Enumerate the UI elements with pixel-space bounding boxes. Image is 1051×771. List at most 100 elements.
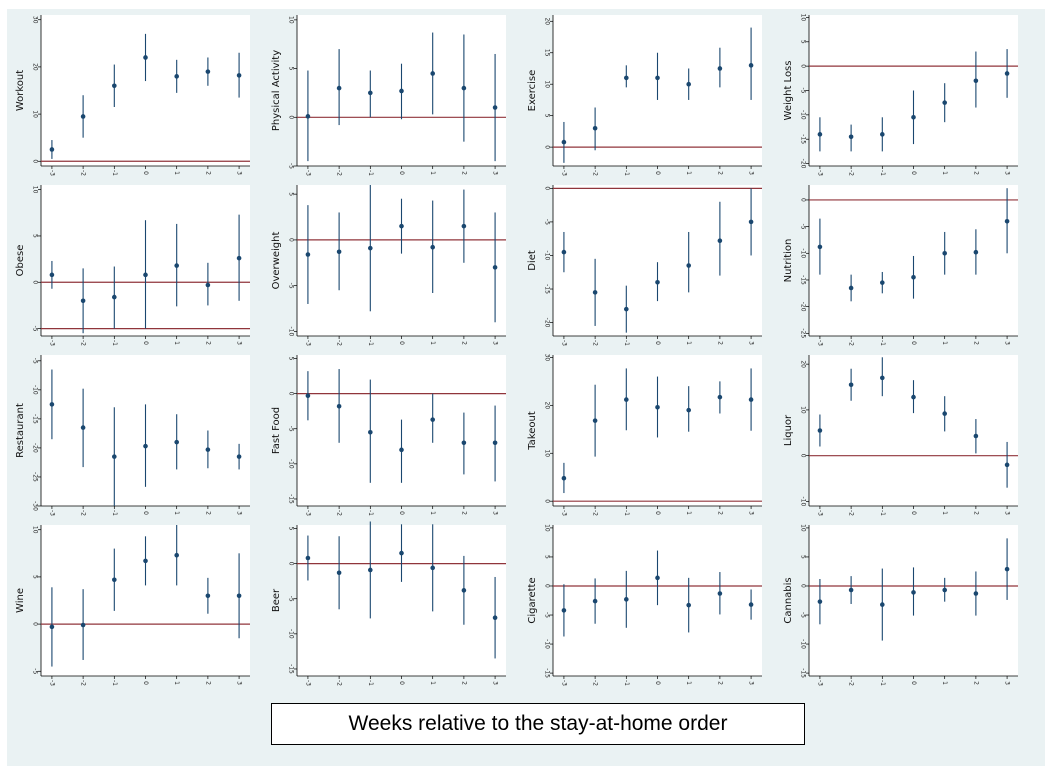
plot-area xyxy=(553,185,762,336)
x-tick-label: 0 xyxy=(910,511,917,515)
panel-overweight: -10 -5 0 5 -3 -2 -1 0 1 2 3 Overweight xyxy=(263,179,515,347)
y-tick-label: -5 xyxy=(800,224,807,230)
x-tick-label: -3 xyxy=(560,680,567,686)
x-tick-label: 1 xyxy=(429,681,436,685)
y-axis-title: Exercise xyxy=(527,70,538,112)
point-estimate xyxy=(143,272,148,278)
x-tick-label: -1 xyxy=(367,680,374,686)
point-estimate xyxy=(461,223,467,229)
point-estimate xyxy=(592,125,598,131)
point-estimate xyxy=(399,447,404,453)
point-estimate xyxy=(817,132,823,137)
y-tick-label: 5 xyxy=(288,527,295,531)
point-estimate xyxy=(942,411,947,416)
y-tick-label: 30 xyxy=(544,354,551,362)
x-tick-label: 0 xyxy=(398,681,405,685)
y-tick-label: -10 xyxy=(800,497,807,507)
y-tick-label: 5 xyxy=(32,234,39,238)
y-tick-label: 0 xyxy=(32,159,39,163)
y-axis-title: Overweight xyxy=(271,232,282,290)
point-estimate xyxy=(817,428,823,433)
point-estimate xyxy=(624,397,629,402)
point-estimate xyxy=(236,255,242,261)
point-estimate xyxy=(336,249,342,255)
y-axis-title: Physical Activity xyxy=(271,50,282,131)
point-estimate xyxy=(143,55,148,60)
x-tick-label: -2 xyxy=(592,510,599,516)
x-tick-label: 0 xyxy=(654,511,661,515)
x-tick-label: -3 xyxy=(304,680,311,686)
y-axis-title: Takeout xyxy=(527,411,538,451)
x-tick-label: -1 xyxy=(111,340,118,346)
point-estimate xyxy=(49,624,55,630)
y-tick-label: -15 xyxy=(32,414,39,424)
x-tick-label: -2 xyxy=(336,680,343,686)
point-estimate xyxy=(1004,462,1010,468)
y-tick-label: 0 xyxy=(800,198,807,202)
panel-diet: -20 -15 -10 -5 0 -3 -2 -1 0 1 2 3 Diet xyxy=(519,179,771,347)
y-axis-title: Nutrition xyxy=(783,239,794,283)
x-tick-label: -1 xyxy=(367,510,374,516)
point-estimate xyxy=(205,447,211,452)
y-tick-label: -10 xyxy=(800,110,807,120)
point-estimate xyxy=(174,552,179,558)
x-tick-label: -1 xyxy=(879,340,886,346)
y-tick-label: 10 xyxy=(544,524,551,532)
y-tick-label: -10 xyxy=(800,248,807,258)
x-tick-label: 0 xyxy=(398,171,405,175)
y-axis-title: Diet xyxy=(527,250,538,271)
panel-exercise: 0 5 10 15 20 -3 -2 -1 0 1 2 3 Exercise xyxy=(519,9,771,177)
panel-svg: -5 0 5 10 -3 -2 -1 0 1 2 3 Physical Activity xyxy=(271,15,506,176)
x-tick-label: 2 xyxy=(460,341,467,345)
y-tick-label: -15 xyxy=(288,664,295,674)
x-tick-label: -3 xyxy=(816,340,823,346)
x-tick-label: 1 xyxy=(173,341,180,345)
point-estimate xyxy=(748,602,754,607)
y-tick-label: 5 xyxy=(288,67,295,71)
x-tick-label: 2 xyxy=(460,511,467,515)
point-estimate xyxy=(368,245,373,251)
y-axis-title: Obese xyxy=(15,245,26,277)
point-estimate xyxy=(848,134,854,140)
y-tick-label: -5 xyxy=(32,668,39,674)
point-estimate xyxy=(236,593,242,599)
point-estimate xyxy=(561,249,567,255)
x-tick-label: -2 xyxy=(336,340,343,346)
y-tick-label: -5 xyxy=(800,612,807,618)
x-tick-label: 1 xyxy=(941,341,948,345)
y-axis-title: Cannabis xyxy=(783,577,794,623)
point-estimate xyxy=(143,558,148,564)
point-estimate xyxy=(461,85,467,91)
point-estimate xyxy=(49,147,55,152)
y-tick-label: -30 xyxy=(32,501,39,511)
x-tick-label: 1 xyxy=(173,511,180,515)
point-estimate xyxy=(236,73,242,78)
point-estimate xyxy=(336,570,342,576)
point-estimate xyxy=(1004,71,1010,76)
y-tick-label: -10 xyxy=(544,251,551,261)
panel-svg: 0 10 20 30 -3 -2 -1 0 1 2 3 Workout xyxy=(15,15,250,176)
plot-area xyxy=(809,355,1018,506)
panel-physical-activity: -5 0 5 10 -3 -2 -1 0 1 2 3 Physical Activity xyxy=(263,9,515,177)
x-tick-label: 3 xyxy=(1004,171,1011,175)
point-estimate xyxy=(430,565,435,571)
y-tick-label: 10 xyxy=(800,14,807,22)
x-tick-label: -2 xyxy=(336,170,343,176)
point-estimate xyxy=(848,587,854,593)
point-estimate xyxy=(80,622,86,628)
panel-fast-food: -15 -10 -5 0 5 -3 -2 -1 0 1 2 3 Fast Food xyxy=(263,349,515,517)
point-estimate xyxy=(112,577,117,583)
y-tick-label: -5 xyxy=(800,88,807,94)
y-tick-label: -20 xyxy=(800,302,807,312)
x-tick-label: -3 xyxy=(816,510,823,516)
x-tick-label: -1 xyxy=(367,340,374,346)
y-tick-label: 20 xyxy=(544,402,551,410)
y-tick-label: -15 xyxy=(288,494,295,504)
point-estimate xyxy=(49,272,55,278)
y-tick-label: 10 xyxy=(32,110,39,118)
